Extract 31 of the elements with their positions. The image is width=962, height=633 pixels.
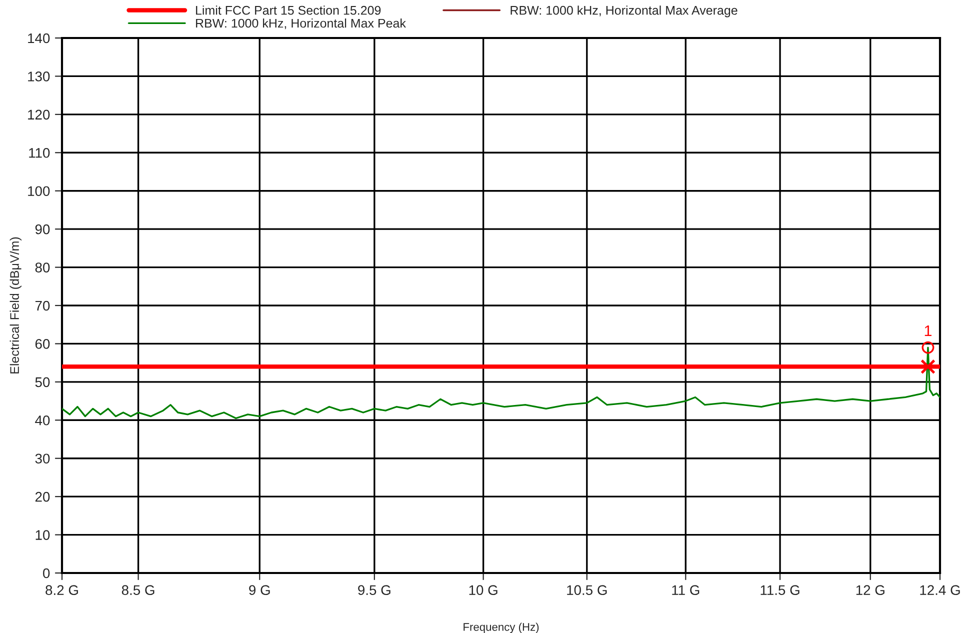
x-tick-label: 8.2 G [46,585,78,596]
y-tick-label: 40 [35,415,50,426]
y-tick-label: 130 [28,72,50,82]
x-tick-label: 8.5 G [122,585,154,596]
y-tick-label: 60 [35,339,50,349]
x-axis-title: Frequency (Hz) [464,622,539,633]
y-tick-label: 30 [35,454,50,464]
legend-label: RBW: 1000 kHz, Horizontal Max Peak [196,18,406,30]
y-tick-label: 90 [35,224,50,234]
y-tick-label: 0 [43,568,50,578]
y-tick-label: 80 [35,262,50,272]
x-tick-label: 11.5 G [760,585,800,596]
y-tick-label: 50 [35,377,50,388]
y-tick-label: 70 [35,300,50,311]
y-tick-label: 110 [29,148,50,158]
y-axis-title: Electrical Field (dBμV/m) [10,237,22,374]
x-tick-label: 10.5 G [567,585,607,596]
y-tick-label: 140 [28,33,50,44]
y-tick-label: 10 [36,530,50,540]
y-tick-label: 20 [35,492,50,502]
x-tick-label: 12.4 G [920,585,960,596]
y-tick-label: 120 [28,110,50,120]
legend-label: Limit FCC Part 15 Section 15.209 [196,6,381,15]
y-tick-label: 100 [28,186,50,196]
x-tick-label: 12 G [856,585,884,596]
x-tick-label: 11 G [672,585,700,596]
legend-label: RBW: 1000 kHz, Horizontal Max Average [510,6,738,18]
annotation: 1 [924,326,932,336]
x-tick-label: 9.5 G [358,585,390,596]
x-tick-label: 9 G [249,585,270,596]
x-tick-label: 10 G [469,585,498,596]
